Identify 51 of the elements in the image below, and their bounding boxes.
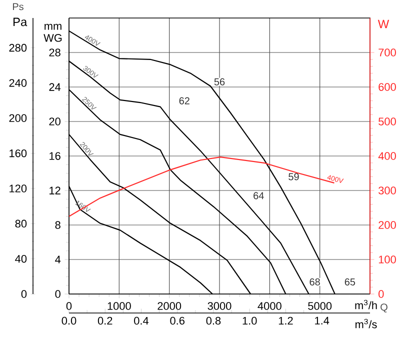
x2-tick-label: 0.6 <box>170 316 184 325</box>
y2-tick-label: 400 <box>378 152 396 160</box>
annotation: 68 <box>310 278 320 286</box>
y3-tick-label: 80 <box>15 220 27 228</box>
y2-axis-title: W <box>378 20 390 28</box>
y2-tick-label: 0 <box>378 290 384 298</box>
x2-tick-label: 0.0 <box>62 316 76 325</box>
annotation: 62 <box>179 97 190 104</box>
y3-tick-label: 200 <box>9 114 27 122</box>
y2-tick-label: 100 <box>378 256 396 264</box>
annotation: 64 <box>254 192 264 200</box>
y2-tick-label: 700 <box>378 48 396 56</box>
x2-tick-label: 0.4 <box>134 316 149 325</box>
x-axis-title: m$^{3}$/h <box>355 300 377 310</box>
y3-axis-title: Pa <box>14 18 28 26</box>
y-tick-label: 4 <box>55 256 61 264</box>
x2-axis-title: m$^{3}$/s <box>356 318 377 328</box>
x-tick-label: 0 <box>66 302 72 310</box>
y3-tick-label: 160 <box>10 149 27 158</box>
y3-tick-label: 280 <box>9 44 27 52</box>
y2-tick-label: 200 <box>378 221 396 229</box>
y-tick-label: 20 <box>49 118 60 126</box>
y2-tick-label: 300 <box>378 186 396 194</box>
y3-tick-label: 120 <box>10 184 27 192</box>
x2-tick-label: 0.2 <box>98 316 112 325</box>
x2-tick-label: 1.4 <box>315 316 330 324</box>
x-tick-label: 5000 <box>308 302 332 310</box>
y3-tick-label: 40 <box>15 254 27 263</box>
annotation: 59 <box>288 173 299 180</box>
annotation: 56 <box>214 78 225 86</box>
y3-tick-label: 240 <box>9 79 27 87</box>
y2-tick-label: 600 <box>378 83 396 91</box>
x-tick-label: 4000 <box>258 302 282 310</box>
y3-tick-label: 0 <box>21 290 27 298</box>
y-axis-title: mm WG <box>44 24 62 42</box>
x2-tick-label: 1.0 <box>242 316 257 325</box>
y-tick-label: 16 <box>50 152 60 160</box>
x2-tick-label: 1.2 <box>278 316 293 325</box>
annotation: 65 <box>344 278 356 286</box>
x-tick-label: 2000 <box>158 302 182 310</box>
x-tick-label: 3000 <box>208 302 232 310</box>
y-tick-label: 8 <box>55 221 60 229</box>
y-tick-label: 28 <box>49 48 60 56</box>
y2-tick-label: 500 <box>378 118 396 126</box>
y-tick-label: 0 <box>55 290 60 298</box>
x2-tick-label: 0.8 <box>206 316 221 325</box>
x-tick-label: 1000 <box>108 302 131 310</box>
y-tick-label: 24 <box>49 83 61 91</box>
text: Ps <box>13 3 24 10</box>
y-tick-label: 12 <box>50 186 60 194</box>
text: Q <box>380 304 388 312</box>
